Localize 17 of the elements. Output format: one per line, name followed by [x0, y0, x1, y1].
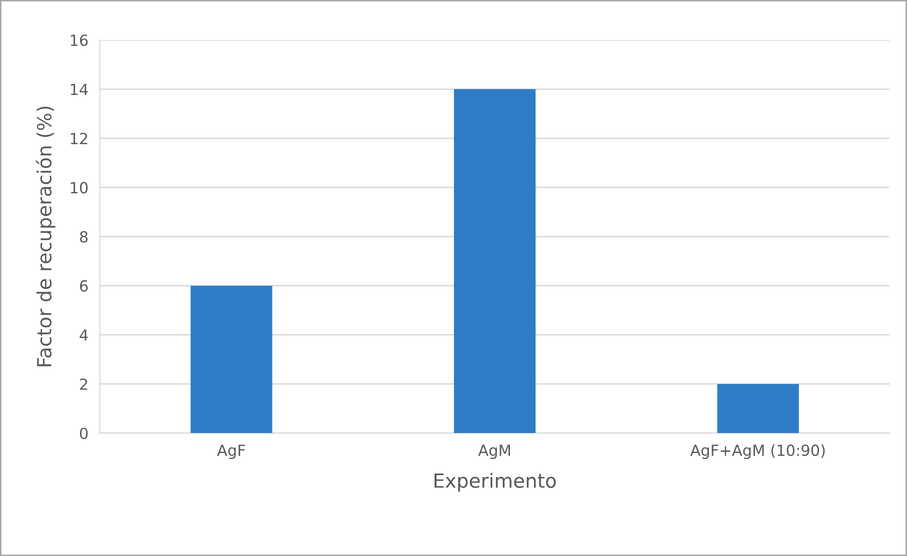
x-tick-label: AgF+AgM (10:90): [690, 444, 825, 460]
x-tick-label: AgM: [478, 444, 510, 460]
y-tick-label: 4: [80, 330, 88, 341]
y-tick-label: 2: [80, 378, 88, 390]
y-tick-label: 14: [70, 84, 88, 95]
y-tick-label: 12: [70, 132, 88, 144]
y-tick-label: 0: [80, 428, 88, 440]
x-axis-title: Experimento: [434, 472, 556, 492]
y-axis-title: Factor de recuperación (%): [36, 106, 56, 366]
y-tick-label: 6: [80, 280, 88, 292]
y-tick-label: 16: [70, 34, 88, 46]
y-tick-label: 8: [80, 231, 88, 243]
x-tick-label: AgF: [217, 444, 246, 460]
bar: [717, 384, 799, 434]
y-tick-label: 10: [70, 182, 88, 194]
bar: [454, 89, 536, 434]
bar: [190, 286, 272, 434]
